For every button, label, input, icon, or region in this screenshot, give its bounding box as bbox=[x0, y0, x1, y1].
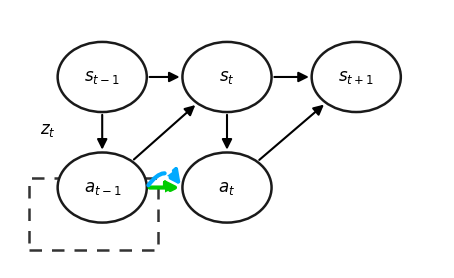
Ellipse shape bbox=[183, 153, 271, 223]
Ellipse shape bbox=[58, 153, 147, 223]
Text: $s_t$: $s_t$ bbox=[219, 68, 235, 86]
Text: $a_{t-1}$: $a_{t-1}$ bbox=[84, 178, 121, 197]
Text: $s_{t-1}$: $s_{t-1}$ bbox=[84, 68, 120, 86]
Bar bbox=[29, 178, 158, 250]
Ellipse shape bbox=[58, 42, 147, 112]
Text: $z_t$: $z_t$ bbox=[40, 121, 56, 138]
Text: $a_t$: $a_t$ bbox=[218, 178, 236, 197]
Ellipse shape bbox=[312, 42, 401, 112]
Ellipse shape bbox=[183, 42, 271, 112]
Text: $s_{t+1}$: $s_{t+1}$ bbox=[338, 68, 374, 86]
